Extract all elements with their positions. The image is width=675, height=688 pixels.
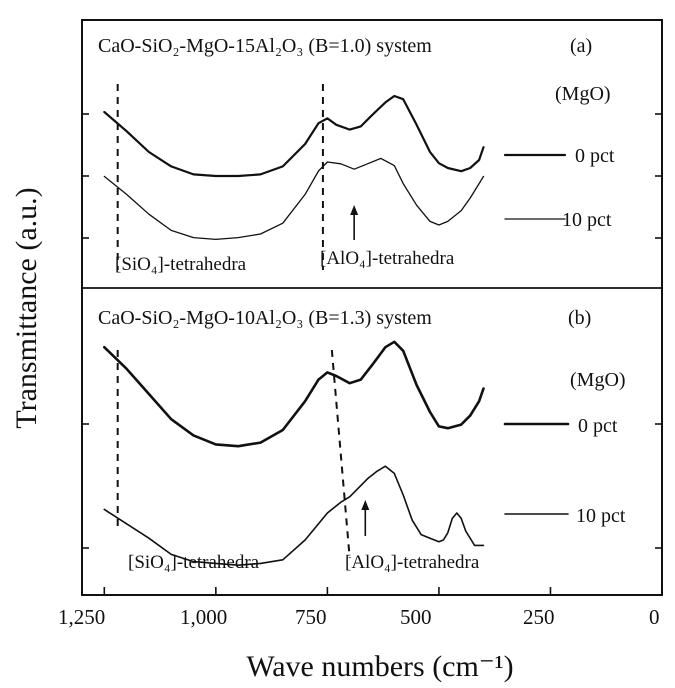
- x-tick-label: 750: [295, 605, 327, 629]
- axis-ticks: [82, 113, 663, 595]
- spectrum-line-a-10pct: [103, 157, 485, 241]
- spectra-curves: [103, 94, 485, 566]
- legend-lines: [503, 153, 570, 515]
- panel-b-sio4-label: [SiO₄]-tetrahedra: [128, 552, 260, 573]
- x-tick-label: 0: [649, 605, 660, 629]
- x-tick-label: 1,000: [180, 605, 227, 629]
- panel-b-title: CaO-SiO₂-MgO-10Al₂O₃ (B=1.3) system: [98, 307, 432, 329]
- x-axis-title: Wave numbers (cm⁻¹): [246, 650, 513, 683]
- x-tick-label: 500: [400, 605, 432, 629]
- panel-b-legend-label-10pct: 10 pct: [576, 505, 626, 527]
- panel-a-sio4-label: [SiO₄]-tetrahedra: [115, 254, 247, 275]
- annotation-arrow-head: [350, 205, 359, 215]
- plot-frame: [81, 19, 663, 596]
- panel-b-legend-label-0pct: 0 pct: [578, 415, 618, 437]
- panel-a-legend-label-0pct: 0 pct: [575, 145, 615, 167]
- y-axis-title: Transmittance (a.u.): [10, 187, 43, 428]
- panel-b-legend-title: (MgO): [570, 369, 626, 391]
- panel-b-tag: (b): [568, 307, 591, 329]
- panel-a-alo4-label: [AlO₄]-tetrahedra: [320, 248, 455, 269]
- dashed-markers: [116, 84, 351, 559]
- x-tick-label: 250: [523, 605, 555, 629]
- panel-b-alo4-label: [AlO₄]-tetrahedra: [345, 552, 480, 573]
- panel-a-title: CaO-SiO₂-MgO-15Al₂O₃ (B=1.0) system: [98, 35, 432, 57]
- spectrum-line-b-10pct: [103, 465, 485, 566]
- panel-a-legend-title: (MgO): [555, 83, 611, 105]
- spectrum-line-a-0pct: [103, 94, 485, 178]
- panel-a-legend-label-10pct: 10 pct: [562, 209, 612, 231]
- dashed-marker: [330, 349, 351, 559]
- panel-a-tag: (a): [570, 35, 592, 57]
- annotation-arrow-head: [361, 500, 370, 510]
- spectrum-line-b-0pct: [103, 340, 485, 448]
- x-tick-label: 1,250: [58, 605, 105, 629]
- annotation-arrows: [350, 205, 370, 536]
